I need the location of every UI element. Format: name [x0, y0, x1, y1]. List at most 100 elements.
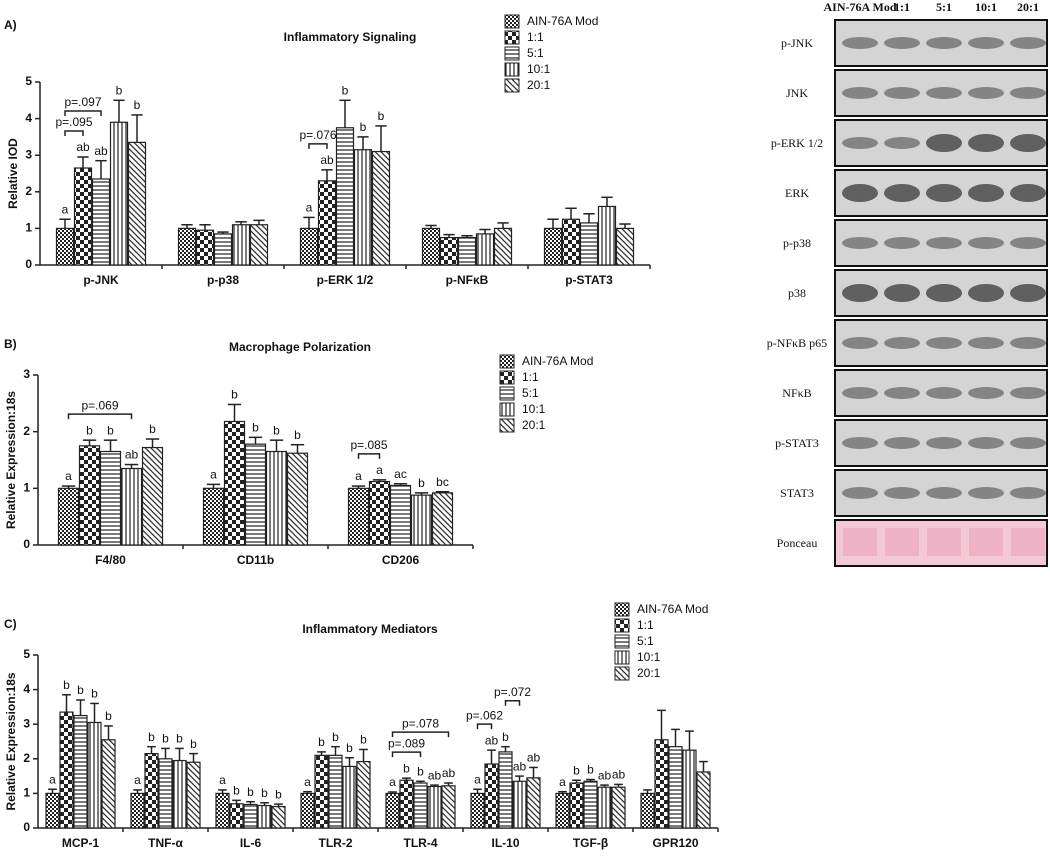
significance-letter: a	[219, 773, 226, 787]
y-tick-label: 2	[23, 424, 30, 438]
significance-letter: b	[573, 763, 580, 777]
bar	[353, 149, 373, 266]
blot-band	[926, 184, 962, 202]
bar	[158, 758, 173, 829]
x-tick-label: TLR-2	[319, 836, 353, 850]
bar	[615, 227, 635, 266]
bar	[55, 227, 75, 266]
significance-letter: b	[77, 683, 84, 697]
bar	[413, 782, 428, 829]
y-tick-label: 4	[25, 111, 32, 125]
significance-letter: b	[342, 83, 349, 97]
y-axis-label: Relative IOD	[6, 138, 20, 209]
bar	[399, 779, 414, 829]
bar	[144, 753, 159, 829]
bar	[91, 178, 111, 266]
y-tick-label: 1	[25, 221, 32, 235]
significance-letter: b	[190, 737, 197, 751]
blot-lane	[969, 528, 1003, 556]
significance-letter: b	[318, 735, 325, 749]
comparison-bracket	[64, 110, 102, 117]
blot-band	[968, 337, 1004, 349]
bar	[421, 227, 441, 266]
legend-swatch	[504, 14, 520, 29]
significance-letter: a	[49, 772, 56, 786]
comparison-bracket	[391, 731, 450, 738]
bar	[57, 487, 80, 546]
comparison-label: p=.089	[388, 736, 425, 750]
bar	[543, 227, 563, 266]
y-tick-label: 4	[23, 682, 30, 696]
lane-label: 10:1	[975, 0, 997, 14]
significance-letter: a	[474, 772, 481, 786]
blot-band	[842, 37, 878, 49]
bar	[579, 222, 599, 266]
bar	[640, 792, 655, 829]
blot-band	[884, 437, 920, 449]
significance-letter: ab	[513, 759, 527, 773]
significance-letter: a	[134, 773, 141, 787]
x-tick-label: CD11b	[237, 553, 274, 567]
blot-lane	[1011, 528, 1045, 556]
legend-swatch	[614, 650, 630, 665]
blot-band	[926, 284, 962, 302]
significance-letter: b	[417, 764, 424, 778]
significance-letter: ab	[125, 448, 139, 462]
legend-label: 10:1	[522, 402, 546, 416]
y-tick-label: 3	[25, 147, 32, 161]
x-tick-label: IL-6	[240, 836, 262, 850]
bar	[78, 445, 101, 546]
comparison-bracket	[357, 453, 381, 459]
panel-label: C)	[4, 617, 17, 631]
bar	[177, 227, 197, 266]
bar	[215, 792, 230, 829]
blot-band	[1010, 134, 1046, 152]
blot-row-label: Ponceau	[777, 536, 818, 550]
significance-letter: b	[107, 423, 114, 437]
y-tick-label: 1	[23, 786, 30, 800]
bar	[441, 785, 456, 829]
blot-band	[968, 184, 1004, 202]
bar	[195, 229, 215, 266]
x-tick-label: IL-10	[491, 836, 519, 850]
significance-letter: ab	[320, 153, 334, 167]
significance-letter: b	[587, 763, 594, 777]
legend-swatch	[499, 418, 515, 433]
x-tick-label: p-NFκB	[446, 273, 489, 287]
bar	[431, 492, 454, 546]
y-tick-label: 0	[25, 257, 32, 271]
blot-band	[884, 387, 920, 399]
blot-band	[884, 184, 920, 202]
blot-band	[926, 387, 962, 399]
bar	[484, 763, 499, 829]
significance-letter: b	[252, 421, 259, 435]
x-tick-label: GPR120	[652, 836, 698, 850]
legend-swatch	[504, 30, 520, 45]
legend-label: 1:1	[522, 370, 539, 384]
significance-letter: b	[332, 730, 339, 744]
blot-band	[968, 387, 1004, 399]
bar	[583, 780, 598, 829]
bar	[299, 227, 319, 266]
significance-letter: b	[418, 476, 425, 490]
bar	[223, 420, 246, 546]
significance-letter: b	[403, 761, 410, 775]
legend-label: AIN-76A Mod	[527, 14, 598, 28]
blot-band	[1010, 284, 1046, 302]
comparison-bracket	[64, 130, 84, 137]
blot-band	[884, 87, 920, 99]
blot-band	[842, 337, 878, 349]
lane-label: 20:1	[1017, 0, 1039, 14]
bar	[73, 167, 93, 266]
comparison-label: p=.085	[350, 438, 387, 452]
blot-band	[884, 237, 920, 249]
significance-letter: a	[62, 202, 69, 216]
bar	[385, 792, 400, 829]
significance-letter: b	[346, 741, 353, 755]
y-tick-label: 2	[23, 751, 30, 765]
blot-band	[926, 37, 962, 49]
significance-letter: b	[502, 730, 509, 744]
bar	[328, 754, 343, 829]
significance-letter: ab	[612, 768, 626, 782]
blot-row-label: STAT3	[780, 486, 814, 500]
